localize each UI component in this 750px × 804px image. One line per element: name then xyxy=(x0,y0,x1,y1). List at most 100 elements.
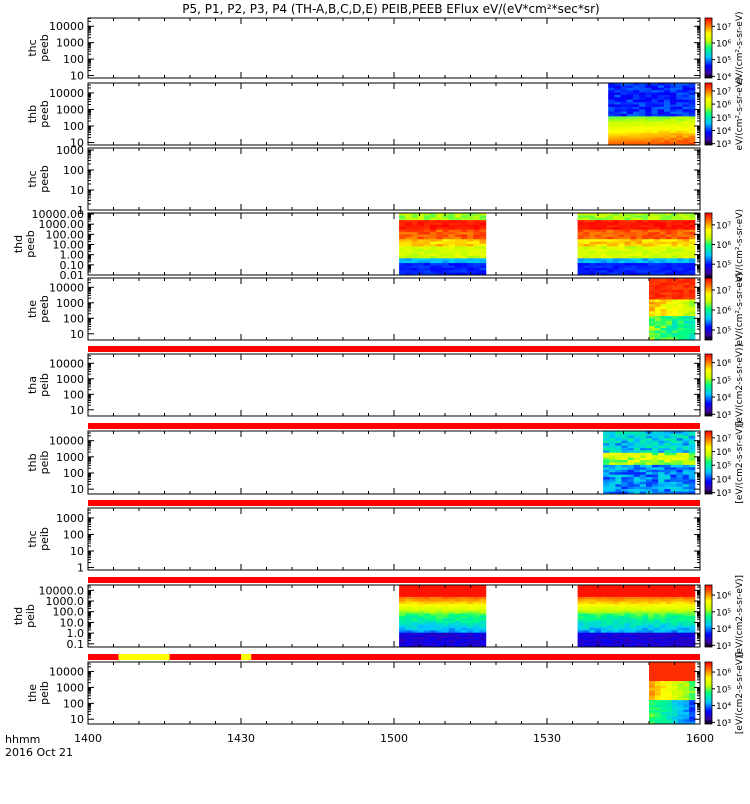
spectrogram-cell xyxy=(665,587,672,591)
spectrogram-cell xyxy=(461,236,468,240)
spectrogram-cell xyxy=(653,265,661,269)
spectrogram-cell xyxy=(601,244,608,247)
y-tick-label: 1000 xyxy=(56,103,84,116)
spectrogram-cell xyxy=(430,258,437,262)
spectrogram-cell xyxy=(399,630,406,634)
spectrogram-cell xyxy=(671,294,679,298)
spectrogram-cell xyxy=(411,217,419,221)
spectrogram-cell xyxy=(583,253,590,257)
y-tick-label: 10000 xyxy=(49,666,84,679)
spectrogram-cell xyxy=(417,248,425,252)
spectrogram-cell xyxy=(671,676,679,680)
spectrogram-cell xyxy=(615,450,622,454)
spectrogram-cell xyxy=(405,239,412,243)
spectrogram-cell xyxy=(423,244,431,247)
spectrogram-cell xyxy=(665,618,672,622)
spectrogram-cell xyxy=(442,627,450,631)
spectrogram-cell xyxy=(603,477,610,480)
spectrogram-cell xyxy=(676,140,683,144)
spectrogram-cell xyxy=(436,215,443,219)
spectrogram-cell xyxy=(642,637,649,641)
spectrogram-cell xyxy=(606,227,614,231)
spectrogram-cell xyxy=(626,116,634,120)
spectrogram-cell xyxy=(577,592,584,595)
spectrogram-cell xyxy=(442,637,450,641)
spectrogram-cell xyxy=(651,94,659,98)
spectrogram-cell xyxy=(621,435,628,439)
spectrogram-cell xyxy=(647,241,655,245)
spectrogram-cell xyxy=(647,623,655,626)
spectrogram-cell xyxy=(627,467,635,471)
spectrogram-cell xyxy=(618,227,625,231)
spectrogram-cell xyxy=(461,594,468,598)
spectrogram-cell xyxy=(614,142,621,146)
spectrogram-cell xyxy=(688,431,696,434)
spectrogram-cell xyxy=(689,669,696,672)
spectrogram-cell xyxy=(642,227,649,231)
spectrogram-cell xyxy=(651,83,659,86)
spectrogram-cell xyxy=(442,618,450,622)
spectrogram-cell xyxy=(664,462,671,466)
spectrogram-cell xyxy=(664,467,671,471)
spectrogram-cell xyxy=(647,606,655,610)
spectrogram-cell xyxy=(683,304,690,308)
spectrogram-cell xyxy=(664,469,671,473)
spectrogram-cell xyxy=(609,486,616,490)
spectrogram-cell xyxy=(608,142,615,146)
status-segment xyxy=(88,500,700,506)
spectrogram-cell xyxy=(436,608,443,612)
spectrogram-cell xyxy=(624,604,631,607)
spectrogram-cell xyxy=(624,594,631,598)
spectrogram-cell xyxy=(677,688,684,692)
spectrogram-cell xyxy=(649,318,656,322)
spectrogram-cell xyxy=(473,213,480,216)
spectrogram-cell xyxy=(479,253,487,257)
spectrogram-cell xyxy=(639,102,646,105)
spectrogram-cell xyxy=(659,272,666,276)
status-segment xyxy=(241,654,252,660)
spectrogram-cell xyxy=(399,637,406,641)
x-tick-label: 1430 xyxy=(227,732,255,745)
spectrogram-cell xyxy=(642,608,649,612)
spectrogram-cell xyxy=(399,639,406,643)
spectrogram-cell xyxy=(618,613,625,617)
spectrogram-cell xyxy=(647,644,655,648)
spectrogram-cell xyxy=(660,301,667,305)
spectrogram-cell xyxy=(642,616,649,619)
spectrogram-cell xyxy=(417,601,425,605)
spectrogram-cell xyxy=(666,299,673,303)
spectrogram-cell xyxy=(624,217,631,221)
spectrogram-cell xyxy=(636,585,643,588)
spectrogram-cell xyxy=(399,263,406,266)
spectrogram-cell xyxy=(676,106,683,110)
spectrogram-cell xyxy=(633,457,641,461)
spectrogram-cell xyxy=(626,92,634,96)
spectrogram-cell xyxy=(417,627,425,631)
spectrogram-cell xyxy=(666,702,673,706)
spectrogram-cell xyxy=(689,714,696,718)
spectrogram-cell xyxy=(639,477,647,480)
spectrogram-cell xyxy=(436,639,443,643)
spectrogram-cell xyxy=(654,278,661,281)
spectrogram-cell xyxy=(577,601,584,605)
spectrogram-cell xyxy=(666,285,673,288)
spectrogram-cell xyxy=(647,213,655,216)
spectrogram-cell xyxy=(411,213,419,216)
spectrogram-cell xyxy=(473,248,480,252)
spectrogram-cell xyxy=(689,664,696,668)
spectrogram-cell xyxy=(666,316,673,319)
spectrogram-cell xyxy=(461,234,468,238)
spectrogram-cell xyxy=(627,438,635,442)
spectrogram-cell xyxy=(657,114,665,117)
spectrogram-cell xyxy=(430,241,437,245)
spectrogram-cell xyxy=(606,213,614,216)
spectrogram-cell xyxy=(682,83,690,86)
spectrogram-block xyxy=(399,213,487,276)
spectrogram-cell xyxy=(639,433,647,437)
spectrogram-cell xyxy=(677,270,684,274)
spectrogram-cell xyxy=(467,236,474,240)
spectrogram-cell xyxy=(601,248,608,252)
y-tick-label: 10000 xyxy=(49,87,84,100)
spectrogram-cell xyxy=(682,477,690,480)
